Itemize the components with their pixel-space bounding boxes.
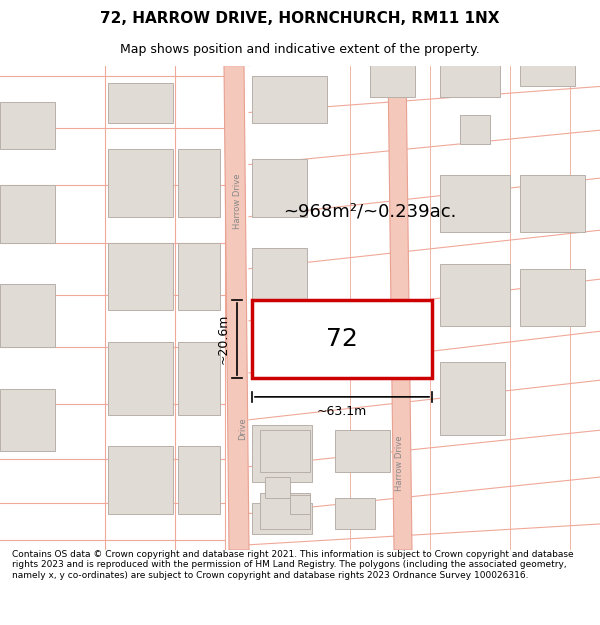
Bar (0, 284, 55, 347)
Bar (260, 492, 310, 529)
Text: ~63.1m: ~63.1m (317, 405, 367, 418)
Bar (440, 55, 500, 97)
Bar (178, 446, 220, 514)
Bar (0, 102, 55, 149)
Bar (0, 186, 55, 242)
Bar (108, 149, 173, 217)
Bar (265, 477, 290, 498)
Bar (370, 61, 415, 97)
Bar (440, 264, 510, 326)
Bar (520, 269, 585, 326)
Bar (252, 425, 312, 483)
Bar (335, 498, 375, 529)
Text: ~968m²/~0.239ac.: ~968m²/~0.239ac. (283, 202, 457, 221)
Bar (252, 300, 432, 378)
Bar (520, 175, 585, 232)
Bar (440, 362, 505, 436)
Bar (460, 114, 490, 144)
Bar (260, 430, 310, 472)
Bar (252, 503, 312, 534)
Bar (0, 389, 55, 451)
Polygon shape (388, 66, 412, 550)
Polygon shape (224, 66, 249, 550)
Bar (178, 342, 220, 414)
Bar (290, 495, 310, 514)
Text: Map shows position and indicative extent of the property.: Map shows position and indicative extent… (120, 44, 480, 56)
Text: 72, HARROW DRIVE, HORNCHURCH, RM11 1NX: 72, HARROW DRIVE, HORNCHURCH, RM11 1NX (100, 11, 500, 26)
Bar (440, 175, 510, 232)
Text: Harrow Drive: Harrow Drive (233, 174, 241, 229)
Text: Contains OS data © Crown copyright and database right 2021. This information is : Contains OS data © Crown copyright and d… (12, 550, 574, 580)
Bar (108, 83, 173, 123)
Bar (108, 242, 173, 311)
Bar (252, 248, 307, 311)
Text: Harrow Drive: Harrow Drive (395, 435, 404, 491)
Bar (178, 149, 220, 217)
Bar (335, 430, 390, 472)
Bar (108, 446, 173, 514)
Text: 72: 72 (326, 327, 358, 351)
Text: ~20.6m: ~20.6m (217, 314, 229, 364)
Bar (178, 242, 220, 311)
Bar (520, 50, 575, 86)
Bar (108, 342, 173, 414)
Text: Drive: Drive (239, 418, 248, 440)
Bar (252, 159, 307, 217)
Bar (252, 76, 327, 123)
